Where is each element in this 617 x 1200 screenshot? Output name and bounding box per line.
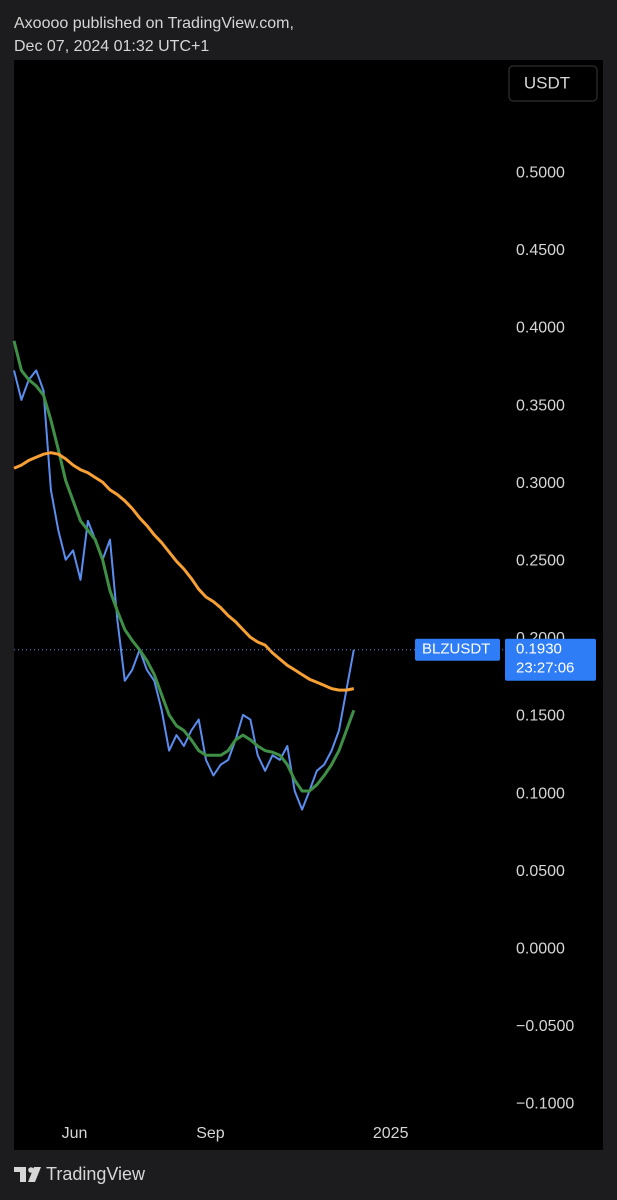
y-tick-label: 0.2500 — [516, 553, 565, 570]
moving-average — [12, 340, 356, 793]
y-tick-label: −0.1000 — [516, 1096, 574, 1113]
y-tick-label: 0.5000 — [516, 165, 565, 182]
tv-logo — [14, 1167, 41, 1182]
price-tag-value: 0.1930 — [516, 641, 562, 658]
y-tick-label: 0.1500 — [516, 708, 565, 725]
chart-panel — [14, 60, 603, 1150]
y-tick-label: −0.0500 — [516, 1018, 574, 1035]
logo-icon — [14, 1167, 41, 1182]
moving-average — [13, 451, 355, 692]
currency-label: USDT — [524, 73, 570, 92]
brand: TradingView — [46, 1164, 146, 1184]
y-tick-label: 0.3000 — [516, 475, 565, 492]
y-tick-label: 0.1000 — [516, 785, 565, 802]
logo-dot — [28, 1167, 34, 1173]
symbol-label: BLZUSDT — [422, 641, 490, 658]
price-line — [13, 369, 355, 811]
y-tick-label: 0.0000 — [516, 941, 565, 958]
y-tick-label: 0.4500 — [516, 242, 565, 259]
x-tick-label: 2025 — [373, 1125, 409, 1142]
x-tick-label: Sep — [196, 1125, 225, 1142]
plot: −0.1000 −0.0500 0.0000 0.0500 0.1000 0.1500 0.… — [12, 165, 596, 1142]
price-tag — [505, 638, 596, 681]
symbol-tag — [415, 638, 500, 661]
publisher-line: Axoooo published on TradingView.com, — [14, 15, 294, 32]
y-tick-label: 0.0500 — [516, 863, 565, 880]
y-tick-label: 0.3500 — [516, 397, 565, 414]
countdown: 23:27:06 — [516, 660, 574, 677]
y-tick-label: 0.4000 — [516, 320, 565, 337]
x-tick-label: Jun — [62, 1125, 88, 1142]
currency-button[interactable] — [508, 65, 598, 102]
publish-date: Dec 07, 2024 01:32 UTC+1 — [14, 38, 209, 55]
